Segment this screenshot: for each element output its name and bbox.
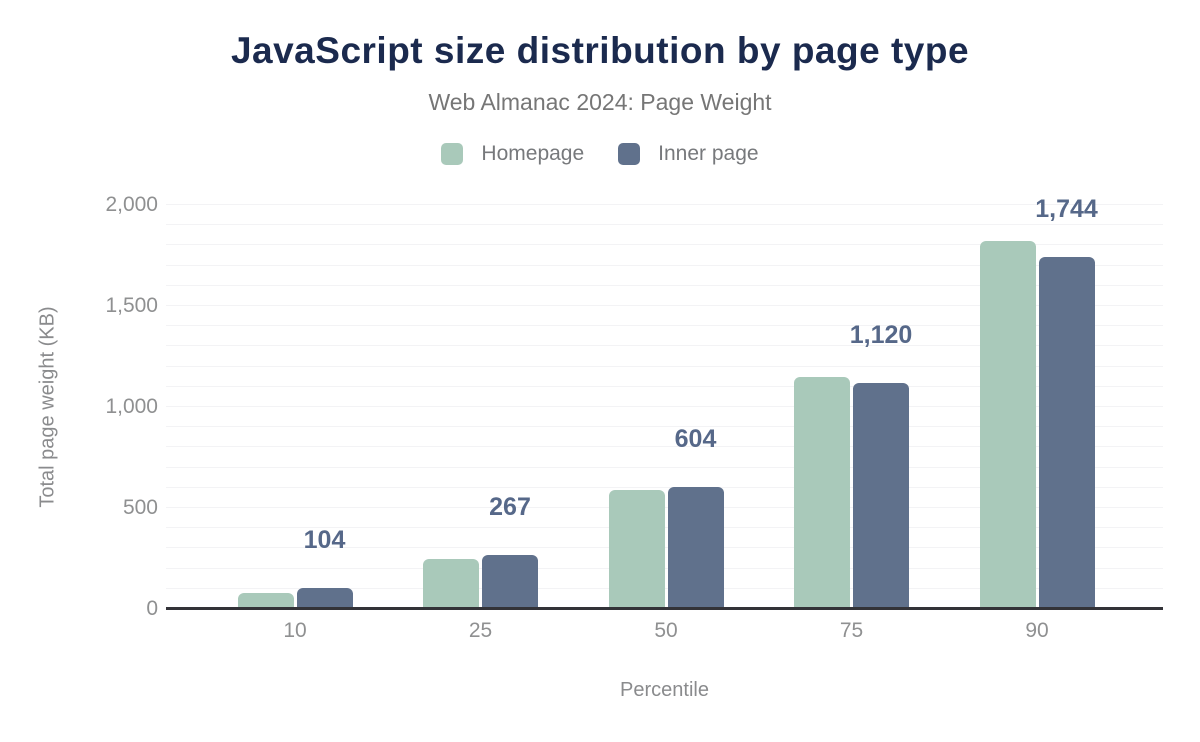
gridline xyxy=(166,406,1163,407)
bar-homepage-p90[interactable] xyxy=(979,241,1036,609)
gridline xyxy=(166,204,1163,205)
legend-label: Homepage xyxy=(481,142,585,165)
x-tick-25: 25 xyxy=(468,619,493,642)
x-tick-90: 90 xyxy=(1025,619,1049,642)
gridline xyxy=(166,244,1163,246)
y-tick-0: 0 xyxy=(146,597,158,620)
data-label-p10: 104 xyxy=(303,526,346,554)
gridline xyxy=(166,567,1163,569)
legend-swatch-icon xyxy=(441,143,464,165)
gridline xyxy=(166,466,1163,468)
bar-inner-page-p50[interactable] xyxy=(667,487,724,609)
x-tick-75: 75 xyxy=(839,619,864,642)
x-tick-50: 50 xyxy=(654,619,678,642)
legend-label: Inner page xyxy=(658,142,759,165)
legend-item-inner-page[interactable]: Inner page xyxy=(618,142,759,166)
y-tick-1000: 1,000 xyxy=(105,395,158,418)
x-axis-title: Percentile xyxy=(620,679,709,701)
gridline xyxy=(166,284,1163,286)
gridline xyxy=(166,365,1163,367)
bar-inner-page-p75[interactable] xyxy=(853,382,909,609)
gridline xyxy=(166,345,1163,347)
bar-homepage-p50[interactable] xyxy=(608,490,665,609)
y-tick-500: 500 xyxy=(122,496,158,519)
gridline xyxy=(166,547,1163,549)
gridline xyxy=(166,507,1163,508)
chart-subtitle: Web Almanac 2024: Page Weight xyxy=(428,89,772,115)
legend-item-homepage[interactable]: Homepage xyxy=(441,142,584,166)
legend-swatch-icon xyxy=(618,143,641,165)
y-tick-2000: 2,000 xyxy=(105,193,158,216)
bar-inner-page-p90[interactable] xyxy=(1038,256,1095,609)
gridline xyxy=(166,264,1163,266)
y-tick-1500: 1,500 xyxy=(105,294,158,317)
bar-inner-page-p25[interactable] xyxy=(482,555,538,609)
data-label-p25: 267 xyxy=(489,493,531,522)
bar-homepage-p75[interactable] xyxy=(794,376,850,609)
gridline xyxy=(166,325,1163,327)
x-tick-10: 10 xyxy=(283,619,307,642)
gridline xyxy=(166,224,1163,226)
data-label-p50: 604 xyxy=(674,425,717,453)
chart-title: JavaScript size distribution by page typ… xyxy=(230,30,970,71)
gridline xyxy=(166,527,1163,529)
gridline xyxy=(166,305,1163,306)
legend: Homepage Inner page xyxy=(0,142,1200,166)
x-axis-line xyxy=(166,607,1163,610)
gridline xyxy=(166,385,1163,387)
gridline xyxy=(166,446,1163,448)
bar-homepage-p25[interactable] xyxy=(423,558,479,609)
data-label-p90: 1,744 xyxy=(1035,194,1098,223)
gridline xyxy=(166,587,1163,589)
bar-homepage-p10[interactable] xyxy=(237,592,294,609)
gridline xyxy=(166,486,1163,488)
bar-inner-page-p10[interactable] xyxy=(296,588,353,609)
data-label-p75: 1,120 xyxy=(849,320,913,349)
gridline xyxy=(166,426,1163,428)
plot-area: 104 267 604 1,120 1,744 xyxy=(166,196,1163,610)
